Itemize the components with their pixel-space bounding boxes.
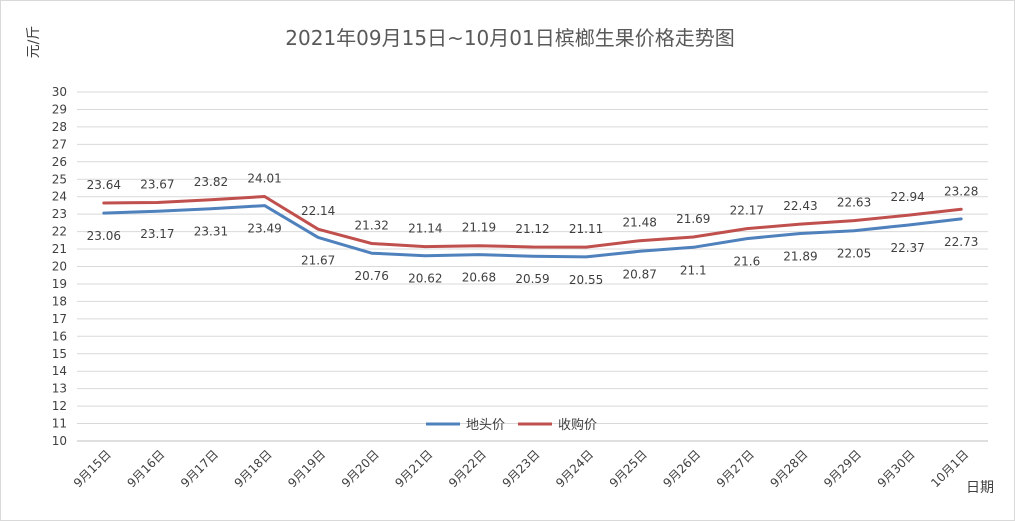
data-label: 21.1 [680, 263, 707, 277]
data-label: 20.55 [569, 273, 603, 287]
data-label: 20.68 [462, 271, 496, 285]
y-tick-label: 28 [52, 120, 67, 134]
x-tick-label: 9月18日 [232, 447, 275, 490]
data-label: 23.06 [87, 229, 121, 243]
data-label: 22.37 [890, 241, 924, 255]
data-label: 23.17 [140, 227, 174, 241]
y-tick-label: 21 [52, 242, 67, 256]
y-tick-label: 16 [52, 329, 67, 343]
data-label: 20.62 [408, 272, 442, 286]
series-line [102, 204, 963, 259]
y-tick-label: 10 [52, 434, 67, 448]
y-tick-label: 24 [52, 190, 67, 204]
y-tick-label: 22 [52, 225, 67, 239]
x-tick-label: 9月19日 [285, 447, 328, 490]
data-label: 21.11 [569, 222, 603, 236]
x-tick-label: 9月22日 [446, 447, 489, 490]
y-tick-label: 29 [52, 102, 67, 116]
data-labels: 23.64 23.67 23.82 24.01 22.14 21.32 21.14 21.19… [87, 172, 979, 287]
x-tick-label: 9月17日 [178, 447, 221, 490]
data-label: 22.63 [837, 196, 871, 210]
x-tick-label: 10月1日 [928, 447, 971, 490]
data-label: 22.17 [730, 204, 764, 218]
data-label: 22.14 [301, 204, 335, 218]
data-label: 22.43 [783, 199, 817, 213]
y-tick-label: 30 [52, 85, 67, 99]
y-tick-label: 26 [52, 155, 67, 169]
data-label: 20.76 [355, 269, 389, 283]
x-tick-label: 9月26日 [660, 447, 703, 490]
data-label: 22.73 [944, 235, 978, 249]
x-tick-label: 9月23日 [500, 447, 543, 490]
chart-title: 2021年09月15日~10月01日槟榔生果价格走势图 [285, 26, 734, 50]
x-tick-label: 9月30日 [875, 447, 918, 490]
y-tick-label: 25 [52, 172, 67, 186]
data-label: 24.01 [247, 172, 281, 186]
y-tick-label: 13 [52, 382, 67, 396]
data-label: 21.69 [676, 212, 710, 226]
y-tick-label: 12 [52, 399, 67, 413]
data-label: 21.48 [622, 216, 656, 230]
series-lines [102, 195, 963, 259]
data-label: 23.64 [87, 178, 121, 192]
data-label: 22.05 [837, 247, 871, 261]
x-tick-label: 9月15日 [71, 447, 114, 490]
x-axis-label: 日期 [966, 480, 994, 496]
data-label: 23.31 [194, 225, 228, 239]
gridlines [77, 91, 988, 442]
x-tick-label: 9月29日 [821, 447, 864, 490]
x-tick-label: 9月16日 [124, 447, 167, 490]
data-label: 23.49 [247, 222, 281, 236]
legend-label: 地头价 [466, 418, 505, 433]
data-label: 21.14 [408, 222, 442, 236]
y-axis-label: 元/斤 [26, 26, 42, 59]
data-label: 22.94 [890, 190, 924, 204]
data-label: 21.6 [733, 255, 760, 269]
y-tick-label: 27 [52, 137, 67, 151]
x-tick-label: 9月27日 [714, 447, 757, 490]
y-tick-label: 20 [52, 260, 67, 274]
data-label: 21.19 [462, 221, 496, 235]
y-tick-label: 11 [52, 417, 67, 431]
data-label: 20.87 [622, 267, 656, 281]
y-tick-label: 18 [52, 294, 67, 308]
y-tick-label: 19 [52, 277, 67, 291]
y-tick-label: 23 [52, 207, 67, 221]
data-label: 20.59 [515, 272, 549, 286]
data-label: 21.67 [301, 253, 335, 267]
data-label: 21.32 [355, 218, 389, 232]
x-tick-label: 9月28日 [767, 447, 810, 490]
series-line [102, 195, 963, 249]
data-label: 23.28 [944, 184, 978, 198]
y-tick-label: 17 [52, 312, 67, 326]
legend-label: 收购价 [558, 417, 597, 433]
x-tick-label: 9月24日 [553, 447, 596, 490]
x-tick-label: 9月21日 [392, 447, 435, 490]
y-tick-label: 15 [52, 347, 67, 361]
y-tick-label: 14 [52, 364, 67, 378]
y-axis-ticks: 10 11 12 13 14 15 16 17 18 19 20 21 22 23 24 25 26 27 28 29… [52, 85, 67, 448]
legend: 地头价 收购价 [426, 417, 597, 433]
data-label: 23.82 [194, 175, 228, 189]
x-tick-label: 9月20日 [339, 447, 382, 490]
data-label: 21.12 [515, 222, 549, 236]
x-axis-ticks: 9月15日 9月16日 9月17日 9月18日 9月19日 9月20日 9月21日 9月22日… [71, 447, 971, 490]
data-label: 23.67 [140, 177, 174, 191]
x-tick-label: 9月25日 [607, 447, 650, 490]
data-label: 21.89 [783, 250, 817, 264]
